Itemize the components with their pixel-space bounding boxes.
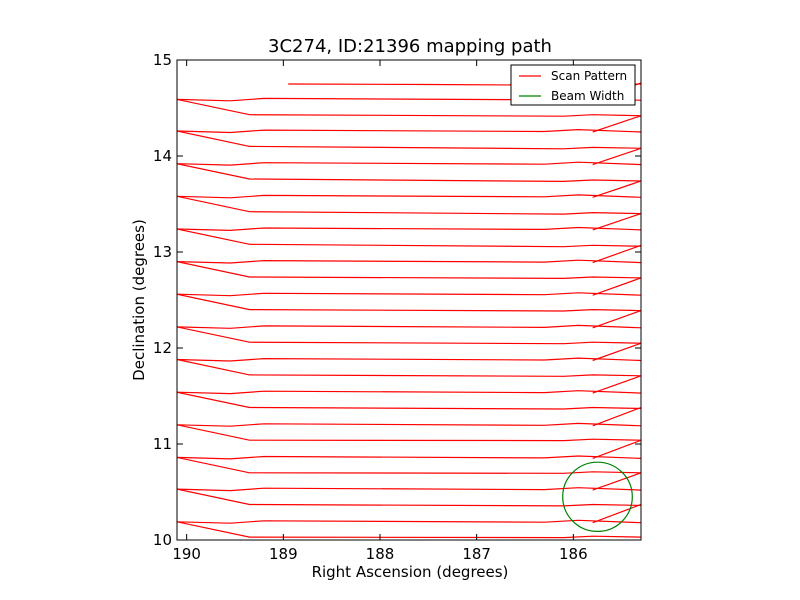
y-tick-label: 15 xyxy=(153,51,172,69)
scan-row-upper xyxy=(177,259,641,264)
scan-row-lower xyxy=(177,456,641,474)
legend: Scan Pattern Beam Width xyxy=(510,64,636,106)
legend-box xyxy=(510,64,636,106)
scan-row-lower xyxy=(177,261,641,280)
x-tick-label: 188 xyxy=(366,545,395,563)
ticks: 190 189 188 187 186 10 11 12 13 14 15 xyxy=(153,51,641,563)
scan-connector xyxy=(592,115,641,133)
scan-connector xyxy=(592,213,641,231)
scan-row-lower xyxy=(177,293,641,312)
scan-row-upper xyxy=(177,487,641,492)
beam-width-circle xyxy=(562,461,633,532)
scan-row-lower xyxy=(177,424,641,442)
x-tick-label: 187 xyxy=(462,545,491,563)
plot-frame xyxy=(176,59,642,541)
scan-row-lower xyxy=(177,163,641,183)
scan-row-lower xyxy=(177,228,641,248)
scan-row-upper xyxy=(177,161,641,166)
scan-row-lower xyxy=(177,98,641,117)
scan-row-upper xyxy=(177,194,641,199)
scan-connector xyxy=(592,503,641,524)
scan-connector xyxy=(592,472,641,491)
legend-entry: Scan Pattern xyxy=(551,69,627,83)
legend-entry: Beam Width xyxy=(551,89,624,103)
scan-row-lower xyxy=(177,391,641,410)
plot-area xyxy=(177,82,641,539)
y-tick-label: 11 xyxy=(153,435,172,453)
scan-row-lower xyxy=(177,195,641,215)
scan-row-lower xyxy=(177,326,641,345)
scan-connector xyxy=(592,406,641,427)
x-tick-label: 189 xyxy=(269,545,298,563)
scan-connector xyxy=(592,180,641,198)
y-tick-label: 12 xyxy=(153,339,172,357)
x-tick-label: 190 xyxy=(172,545,201,563)
scan-row-upper xyxy=(177,324,641,329)
scan-connector xyxy=(592,439,641,459)
scan-row-lower xyxy=(177,130,641,150)
y-tick-label: 14 xyxy=(153,147,172,165)
scan-row-upper xyxy=(177,390,641,395)
scan-connector xyxy=(592,277,641,296)
scan-row-upper xyxy=(177,455,641,460)
scan-row-upper xyxy=(177,226,641,232)
scan-connector xyxy=(592,310,641,329)
y-tick-label: 13 xyxy=(153,243,172,261)
scan-connector xyxy=(592,375,641,394)
scan-connector xyxy=(592,342,641,362)
scan-row-lower xyxy=(177,521,641,539)
scan-row-upper xyxy=(177,292,641,297)
scan-row-upper xyxy=(177,422,641,427)
scan-row-upper xyxy=(177,128,641,134)
scan-connector xyxy=(592,147,641,166)
chart-title: 3C274, ID:21396 mapping path xyxy=(268,36,552,57)
y-axis-label: Declination (degrees) xyxy=(130,219,148,381)
scan-connector xyxy=(592,244,641,264)
x-tick-label: 186 xyxy=(559,545,588,563)
x-axis-label: Right Ascension (degrees) xyxy=(312,563,509,581)
scan-row-lower xyxy=(177,358,641,377)
y-tick-label: 10 xyxy=(153,531,172,549)
scan-row-upper xyxy=(177,357,641,362)
scan-row-upper xyxy=(177,519,641,524)
